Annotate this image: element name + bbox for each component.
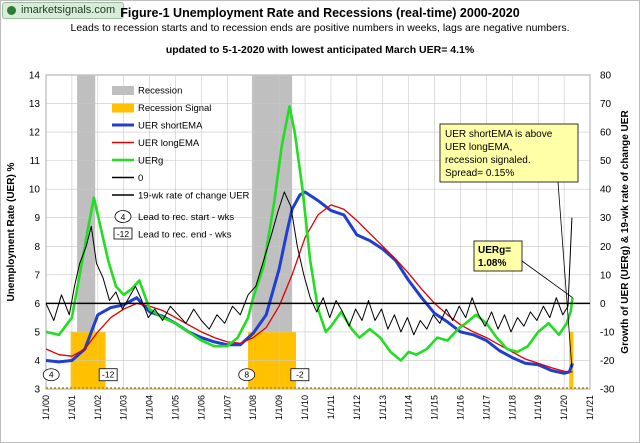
- legend-item-uer-longema-label: UER longEMA: [138, 138, 200, 149]
- y-tick-label: 9: [34, 213, 40, 224]
- x-tick-label: 1/1/05: [171, 395, 181, 420]
- x-tick-label: 1/1/01: [67, 395, 77, 420]
- signal-callout-line: Spread= 0.15%: [445, 168, 514, 179]
- x-tick-label: 1/1/11: [326, 395, 336, 419]
- y2-tick-label: 10: [600, 270, 612, 281]
- site-brand-text: imarketsignals.com: [21, 4, 116, 16]
- site-brand[interactable]: imarketsignals.com: [2, 2, 125, 19]
- chart-title: Figure-1 Unemployment Rate and Recession…: [120, 6, 520, 20]
- y2-tick-label: 70: [600, 99, 612, 110]
- lead-start-marker-oval: [114, 210, 132, 223]
- x-tick-label: 1/1/08: [248, 395, 258, 420]
- y2-tick-label: 50: [600, 156, 612, 167]
- uerg-callout-line: 1.08%: [478, 258, 506, 269]
- signal-callout-pointer: [557, 181, 573, 368]
- x-tick-label: 1/1/04: [145, 395, 155, 420]
- x-tick-label: 1/1/13: [378, 395, 388, 420]
- site-logo-icon: [7, 6, 16, 15]
- x-tick-label: 1/1/09: [274, 395, 284, 420]
- x-tick-label: 1/1/00: [41, 395, 51, 420]
- y-tick-label: 7: [34, 270, 40, 281]
- lead-end-box-text-1: -2: [296, 370, 304, 380]
- signal-callout-box: [439, 123, 579, 183]
- y2-tick-label: 0: [600, 299, 606, 310]
- uerg-callout-box: [473, 240, 523, 272]
- legend-item-uerg-label: UERg: [138, 156, 163, 167]
- y2-tick-label: 80: [600, 71, 612, 82]
- series-uerg: [45, 105, 574, 362]
- uerg-callout-pointer: [521, 260, 573, 298]
- x-tick-label: 1/1/06: [196, 395, 206, 420]
- legend-item-recession-label: Recession: [138, 86, 182, 97]
- y2-tick-label: -10: [600, 327, 615, 338]
- update-note: updated to 5-1-2020 with lowest anticipa…: [165, 44, 475, 56]
- y-tick-label: 3: [34, 385, 40, 396]
- x-tick-label: 1/1/20: [559, 395, 569, 420]
- y-tick-label: 13: [29, 99, 41, 110]
- y-tick-label: 10: [29, 185, 41, 196]
- signal-callout-line: UER longEMA,: [445, 142, 512, 153]
- x-tick-label: 1/1/14: [404, 395, 414, 420]
- y-tick-label: 12: [29, 128, 41, 139]
- lead-end-marker-text: -12: [117, 229, 130, 239]
- legend-item-recession-swatch: [112, 86, 134, 95]
- y-tick-label: 5: [34, 327, 40, 338]
- lead-start-oval-1: [238, 368, 256, 382]
- x-tick-label: 1/1/07: [222, 395, 232, 420]
- y2-tick-label: 20: [600, 242, 612, 253]
- lead-start-oval-text-1: 8: [244, 370, 249, 380]
- y2-tick-label: 30: [600, 213, 612, 224]
- y2-axis-title: Growth of UER (UERg) & 19-wk rate of cha…: [620, 110, 631, 354]
- lead-start-label: Lead to rec. start - wks: [138, 212, 234, 223]
- x-tick-label: 1/1/10: [300, 395, 310, 420]
- y-tick-label: 4: [34, 356, 40, 367]
- x-tick-label: 1/1/18: [507, 395, 517, 420]
- y-tick-label: 14: [29, 71, 41, 82]
- y-tick-label: 6: [34, 299, 40, 310]
- x-tick-label: 1/1/03: [119, 395, 129, 420]
- y2-tick-label: -30: [600, 385, 615, 396]
- legend-item-recession-signal-swatch: [112, 103, 134, 113]
- legend-item-uer-shortema-label: UER shortEMA: [138, 121, 203, 132]
- y2-tick-label: 40: [600, 185, 612, 196]
- lead-start-oval-0: [42, 368, 60, 382]
- y2-tick-label: 60: [600, 128, 612, 139]
- series-uer-shortema: [45, 190, 575, 375]
- legend-item-19-wk-rate-of-change-uer-label: 19-wk rate of change UER: [138, 191, 250, 202]
- x-tick-label: 1/1/02: [93, 395, 103, 420]
- series-19-wk-rate-of-change-uer: [45, 191, 573, 336]
- lead-start-marker-text: 4: [121, 212, 126, 222]
- y-tick-label: 11: [30, 156, 41, 167]
- y-tick-label: 8: [34, 242, 40, 253]
- uerg-callout-line: UERg=: [478, 245, 511, 256]
- legend-item-0-label: 0: [138, 173, 143, 184]
- series-uer-longema: [45, 204, 573, 373]
- lead-end-marker-box: [113, 227, 133, 240]
- signal-callout-line: recession signaled.: [445, 155, 531, 166]
- chart-subtitle: Leads to recession starts and to recessi…: [70, 22, 570, 34]
- lead-end-box-1: [290, 368, 310, 382]
- y-axis-title: Unemployment Rate (UER) %: [6, 162, 17, 301]
- lead-end-box-text-0: -12: [102, 370, 115, 380]
- x-tick-label: 1/1/21: [585, 395, 595, 420]
- signal-callout-line: UER shortEMA is above: [445, 129, 553, 140]
- x-tick-label: 1/1/12: [352, 395, 362, 420]
- lead-start-oval-text-0: 4: [49, 370, 54, 380]
- x-tick-label: 1/1/19: [533, 395, 543, 420]
- y2-tick-label: -20: [600, 356, 615, 367]
- x-tick-label: 1/1/17: [481, 395, 491, 420]
- legend-item-recession-signal-label: Recession Signal: [138, 103, 211, 114]
- lead-end-box-0: [98, 368, 118, 382]
- x-tick-label: 1/1/15: [430, 395, 440, 420]
- lead-end-label: Lead to rec. end - wks: [138, 230, 232, 241]
- x-tick-label: 1/1/16: [455, 395, 465, 420]
